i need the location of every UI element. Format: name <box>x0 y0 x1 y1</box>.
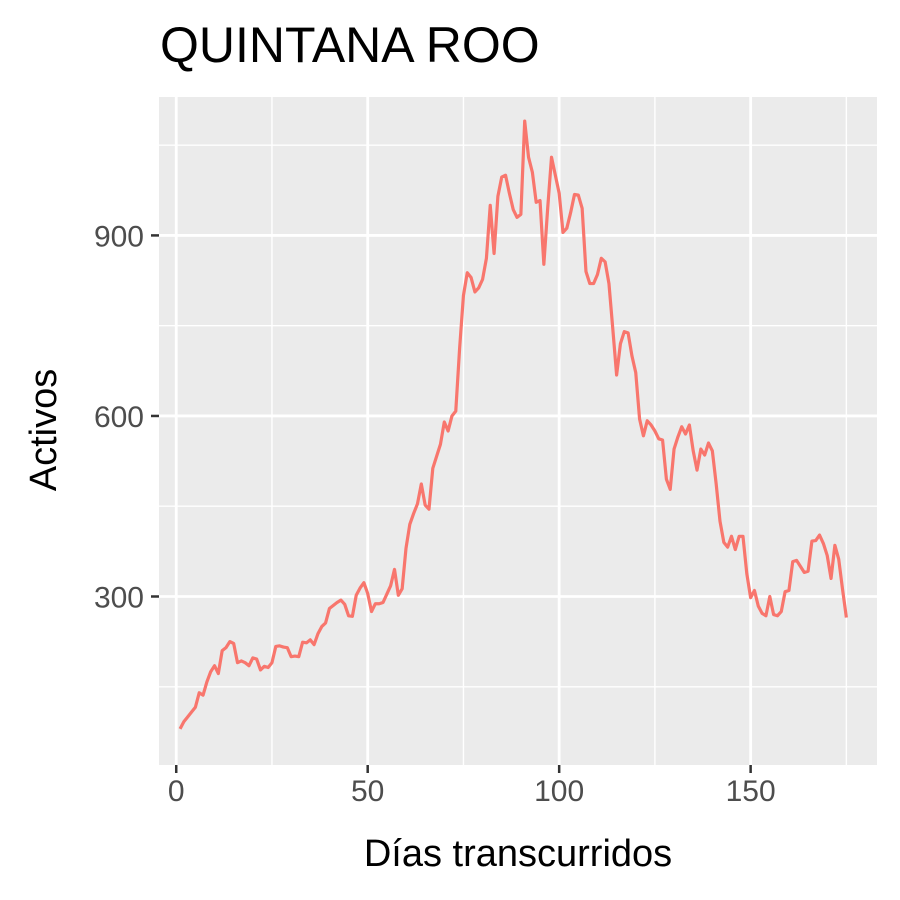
chart-title: QUINTANA ROO <box>160 17 540 73</box>
x-axis-title: Días transcurridos <box>364 833 672 875</box>
y-axis: 300 600 900 <box>94 220 159 614</box>
y-tick-label: 900 <box>94 220 144 253</box>
x-tick-label: 100 <box>534 775 584 808</box>
plot-panel <box>159 97 877 765</box>
x-axis: 0 50 100 150 <box>168 765 776 808</box>
y-tick-label: 300 <box>94 581 144 614</box>
x-tick-label: 150 <box>726 775 776 808</box>
x-tick-label: 50 <box>351 775 384 808</box>
series-line-0 <box>178 119 848 730</box>
series-layer <box>178 119 848 730</box>
y-tick-label: 600 <box>94 401 144 434</box>
y-axis-title: Activos <box>23 369 65 491</box>
x-tick-label: 0 <box>168 775 185 808</box>
